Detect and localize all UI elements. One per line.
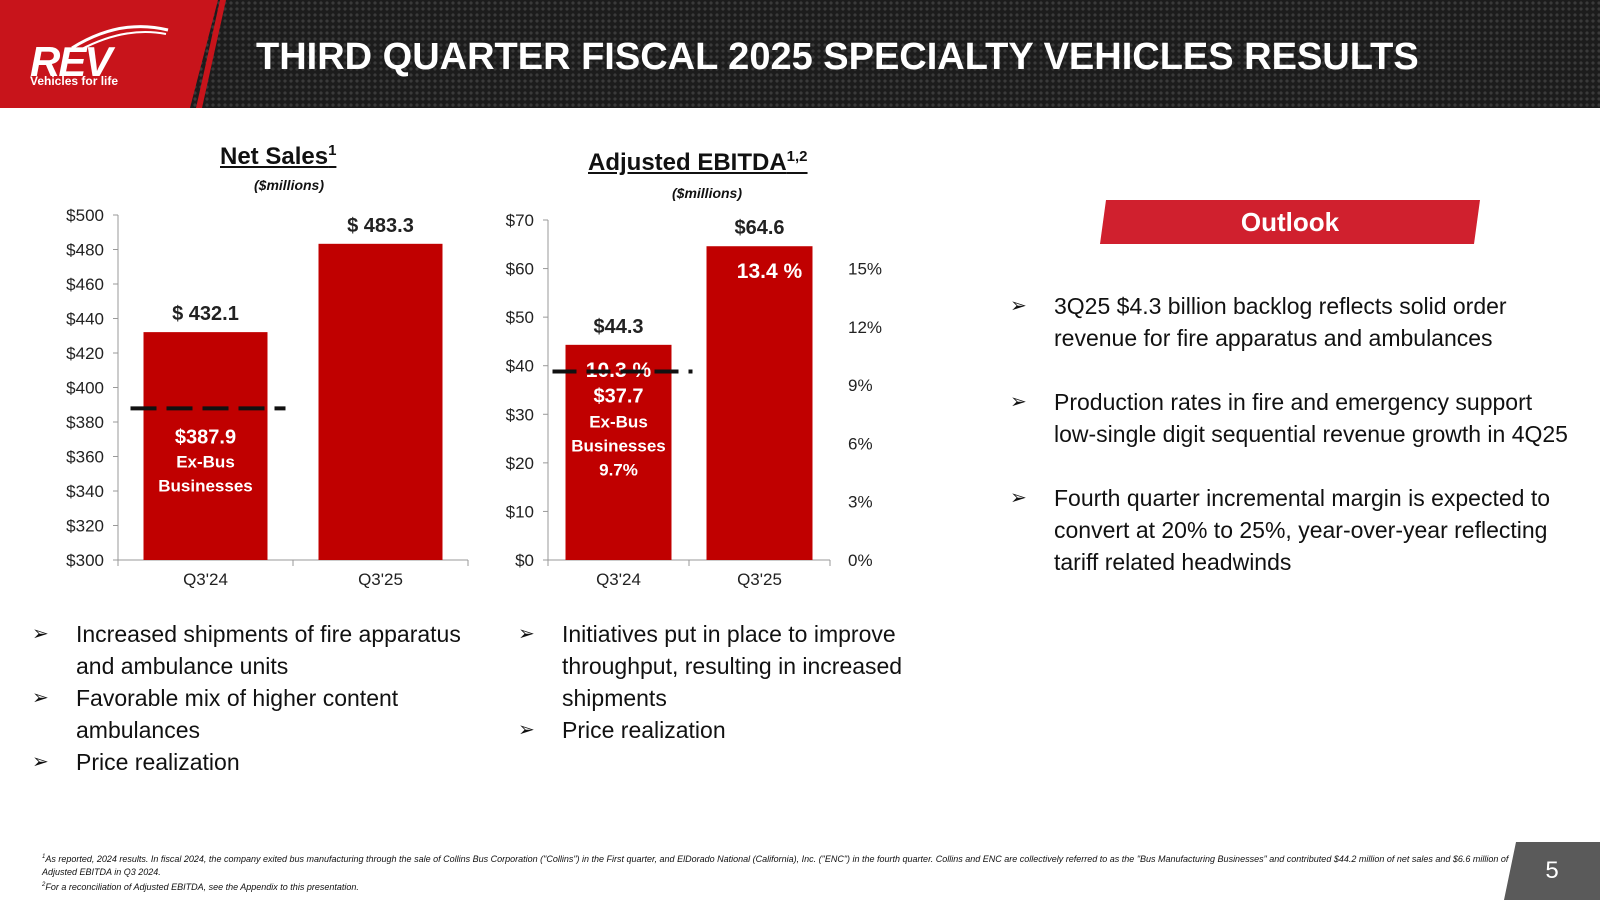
arrow-bullet-icon: ➢ bbox=[32, 623, 49, 645]
y-tick-label: $60 bbox=[506, 260, 534, 279]
data-label: $ 432.1 bbox=[172, 303, 239, 325]
y2-tick-label: 0% bbox=[848, 551, 873, 570]
ebitda-subtitle: ($millions) bbox=[672, 185, 743, 201]
arrow-bullet-icon: ➢ bbox=[32, 751, 49, 773]
x-tick-label: Q3'25 bbox=[737, 570, 782, 589]
y-tick-label: $0 bbox=[515, 551, 534, 570]
ex-bus-label: Businesses bbox=[571, 437, 666, 456]
y-tick-label: $500 bbox=[66, 206, 104, 225]
logo-block bbox=[0, 0, 218, 108]
x-tick-label: Q3'25 bbox=[358, 570, 403, 589]
y-tick-label: $360 bbox=[66, 448, 104, 467]
data-label: $ 483.3 bbox=[347, 215, 414, 237]
bar-Q324 bbox=[143, 332, 268, 560]
logo-text: REV bbox=[30, 38, 112, 85]
arrow-bullet-icon: ➢ bbox=[1010, 295, 1027, 317]
outlook-bullets: ➢ 3Q25 $4.3 billion backlog reflects soli… bbox=[1010, 290, 1570, 610]
footnote-1: 1As reported, 2024 results. In fiscal 20… bbox=[42, 854, 1509, 877]
ex-bus-label: Ex-Bus bbox=[176, 452, 235, 471]
y-tick-label: $40 bbox=[506, 357, 534, 376]
y2-tick-label: 9% bbox=[848, 376, 873, 395]
y-tick-label: $30 bbox=[506, 405, 534, 424]
net-sales-title: Net Sales1 bbox=[220, 142, 337, 170]
y-tick-label: $320 bbox=[66, 517, 104, 536]
y-tick-label: $400 bbox=[66, 379, 104, 398]
bar-Q325 bbox=[706, 246, 813, 560]
arrow-bullet-icon: ➢ bbox=[518, 623, 535, 645]
ebitda-chart: $0 $10 $20 $30 $40 $50 $60 $70 $44.3 Q3'24 $64.6 Q3… bbox=[506, 211, 882, 589]
margin-label: 10.3 % bbox=[586, 359, 652, 382]
y2-tick-label: 6% bbox=[848, 434, 873, 453]
page-title: THIRD QUARTER FISCAL 2025 SPECIALTY VEHI… bbox=[256, 36, 1419, 78]
y-tick-label: $20 bbox=[506, 454, 534, 473]
bar-Q325 bbox=[318, 243, 443, 560]
list-item: ➢ 3Q25 $4.3 billion backlog reflects soli… bbox=[1010, 290, 1570, 354]
y2-tick-label: 12% bbox=[848, 318, 882, 337]
list-item: ➢ Price realization bbox=[32, 746, 492, 778]
data-label: $64.6 bbox=[734, 217, 784, 239]
list-item: ➢ Production rates in fire and emergency … bbox=[1010, 386, 1570, 450]
list-item: ➢ Price realization bbox=[518, 714, 938, 746]
footnotes: 1As reported, 2024 results. In fiscal 20… bbox=[42, 851, 1512, 894]
logo-swoosh-icon bbox=[71, 25, 169, 51]
x-tick-label: Q3'24 bbox=[596, 570, 641, 589]
ex-bus-label: 9.7% bbox=[599, 461, 638, 480]
y-tick-label: $340 bbox=[66, 482, 104, 501]
list-item: ➢ Fourth quarter incremental margin is ex… bbox=[1010, 482, 1570, 578]
x-tick-label: Q3'24 bbox=[183, 570, 228, 589]
page-number: 5 bbox=[1504, 842, 1600, 900]
ex-bus-value-label: $37.7 bbox=[593, 386, 643, 408]
arrow-bullet-icon: ➢ bbox=[1010, 487, 1027, 509]
ex-bus-label: Ex-Bus bbox=[589, 413, 648, 432]
logo-tagline: Vehicles for life bbox=[30, 74, 119, 88]
list-item: ➢ Favorable mix of higher content ambulan… bbox=[32, 682, 492, 746]
data-label: $44.3 bbox=[593, 316, 643, 338]
y2-tick-label: 3% bbox=[848, 493, 873, 512]
outlook-banner: Outlook bbox=[1100, 200, 1480, 244]
y-tick-label: $440 bbox=[66, 310, 104, 329]
net-sales-chart: $300 $320 $340 $360 $380 $400 $420 $440 $460 $480… bbox=[66, 206, 469, 589]
ebitda-title: Adjusted EBITDA1,2 bbox=[588, 148, 808, 176]
y-tick-label: $480 bbox=[66, 241, 104, 260]
net-sales-subtitle: ($millions) bbox=[254, 177, 325, 193]
bar-Q324 bbox=[565, 344, 672, 560]
y2-tick-label: 15% bbox=[848, 260, 882, 279]
y-tick-label: $70 bbox=[506, 211, 534, 230]
header-bar: REV Vehicles for life THIRD QUARTER FISC… bbox=[0, 0, 1600, 108]
ex-bus-value-label: $387.9 bbox=[175, 426, 236, 448]
y-tick-label: $10 bbox=[506, 502, 534, 521]
margin-label: 13.4 % bbox=[737, 260, 803, 283]
y-tick-label: $50 bbox=[506, 308, 534, 327]
ex-bus-label: Businesses bbox=[158, 476, 253, 495]
arrow-bullet-icon: ➢ bbox=[518, 719, 535, 741]
y-tick-label: $380 bbox=[66, 413, 104, 432]
arrow-bullet-icon: ➢ bbox=[1010, 391, 1027, 413]
list-item: ➢ Increased shipments of fire apparatus a… bbox=[32, 618, 492, 682]
y-tick-label: $300 bbox=[66, 551, 104, 570]
list-item: ➢ Initiatives put in place to improve thr… bbox=[518, 618, 938, 714]
footnote-2: 2For a reconciliation of Adjusted EBITDA… bbox=[42, 882, 359, 892]
ebitda-bullets: ➢ Initiatives put in place to improve thr… bbox=[518, 618, 938, 746]
y-tick-label: $460 bbox=[66, 275, 104, 294]
y-tick-label: $420 bbox=[66, 344, 104, 363]
net-sales-bullets: ➢ Increased shipments of fire apparatus a… bbox=[32, 618, 492, 778]
arrow-bullet-icon: ➢ bbox=[32, 687, 49, 709]
